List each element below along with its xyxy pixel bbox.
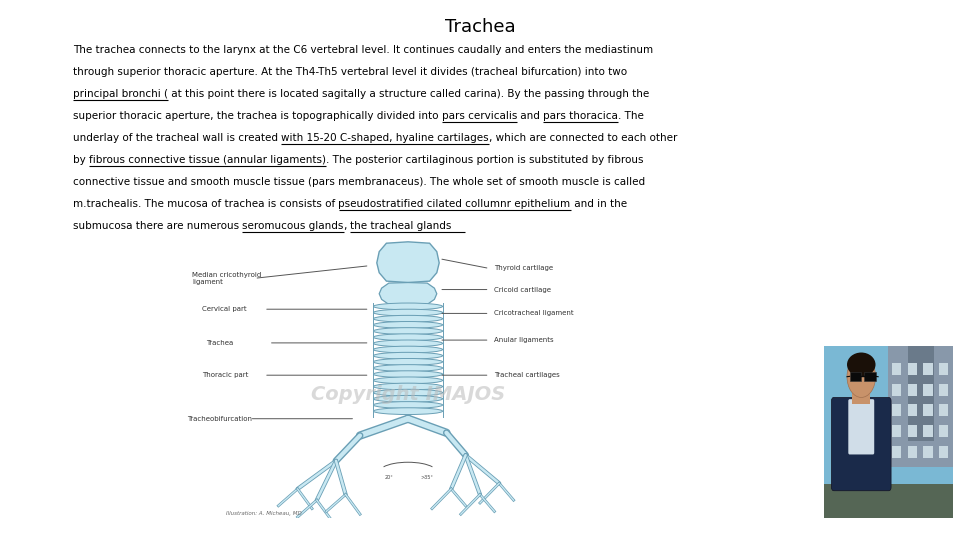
Bar [924, 404, 932, 416]
FancyBboxPatch shape [849, 399, 875, 455]
Ellipse shape [373, 408, 443, 415]
Bar [924, 446, 932, 458]
Text: Anular ligaments: Anular ligaments [494, 337, 554, 343]
Text: Illustration: A. Micheau, MD: Illustration: A. Micheau, MD [226, 511, 301, 516]
Bar [893, 404, 901, 416]
Ellipse shape [373, 309, 443, 316]
Text: >35°: >35° [420, 475, 434, 480]
Text: connective tissue and smooth muscle tissue (pars membranaceus). The whole set of: connective tissue and smooth muscle tiss… [73, 177, 645, 187]
Text: seromucous glands: seromucous glands [242, 221, 344, 231]
Text: Copyright IMAJOS: Copyright IMAJOS [311, 386, 505, 404]
Bar [893, 446, 901, 458]
Ellipse shape [373, 340, 443, 347]
Text: superior thoracic aperture, the trachea is topographically divided into: superior thoracic aperture, the trachea … [73, 111, 442, 121]
Text: and: and [517, 111, 543, 121]
Text: Cricoid cartilage: Cricoid cartilage [494, 287, 551, 293]
Ellipse shape [373, 402, 443, 408]
FancyBboxPatch shape [831, 397, 891, 491]
Text: by: by [73, 155, 89, 165]
Bar [893, 425, 901, 437]
Ellipse shape [373, 359, 443, 365]
Text: pars thoracica: pars thoracica [543, 111, 618, 121]
Text: , which are connected to each other: , which are connected to each other [489, 133, 677, 143]
Bar [924, 383, 932, 396]
Text: Tracheal cartilages: Tracheal cartilages [494, 372, 560, 378]
Text: pseudostratified cilated collumnr epithelium: pseudostratified cilated collumnr epithe… [339, 199, 570, 209]
Ellipse shape [373, 364, 443, 372]
Ellipse shape [373, 334, 443, 341]
Ellipse shape [373, 328, 443, 334]
Text: Median cricothyroid
ligament: Median cricothyroid ligament [192, 272, 261, 285]
Ellipse shape [373, 321, 443, 328]
Bar [908, 346, 934, 441]
Text: Thoracic part: Thoracic part [202, 372, 248, 378]
Text: and in the: and in the [570, 199, 627, 209]
Bar [864, 372, 876, 381]
Text: submucosa there are numerous: submucosa there are numerous [73, 221, 242, 231]
Bar [924, 363, 932, 375]
Text: Trachea: Trachea [444, 18, 516, 36]
Text: the tracheal glands: the tracheal glands [350, 221, 465, 231]
Ellipse shape [373, 395, 443, 402]
Text: . The: . The [618, 111, 644, 121]
Bar [939, 383, 948, 396]
Text: 20°: 20° [384, 475, 394, 480]
Polygon shape [376, 242, 439, 282]
Bar [889, 346, 953, 467]
Text: Cervical part: Cervical part [202, 306, 246, 312]
Ellipse shape [373, 315, 443, 322]
Text: Trachea: Trachea [206, 340, 233, 346]
Text: . The posterior cartilaginous portion is substituted by fibrous: . The posterior cartilaginous portion is… [326, 155, 643, 165]
Text: underlay of the tracheal wall is created: underlay of the tracheal wall is created [73, 133, 281, 143]
Bar [939, 425, 948, 437]
Bar [893, 383, 901, 396]
Bar [850, 372, 861, 381]
Bar [908, 446, 917, 458]
Bar [939, 446, 948, 458]
Text: with 15-20 C-shaped, hyaline cartilages: with 15-20 C-shaped, hyaline cartilages [281, 133, 489, 143]
Text: Thyroid cartilage: Thyroid cartilage [494, 266, 554, 272]
Ellipse shape [373, 352, 443, 359]
Bar [924, 425, 932, 437]
Ellipse shape [373, 371, 443, 377]
Ellipse shape [373, 346, 443, 353]
Ellipse shape [847, 353, 876, 377]
Text: through superior thoracic aperture. At the Th4-Th5 vertebral level it divides (t: through superior thoracic aperture. At t… [73, 67, 627, 77]
Text: fibrous connective tissue (annular ligaments): fibrous connective tissue (annular ligam… [89, 155, 326, 165]
Bar [908, 383, 917, 396]
Text: Tracheobifurcation: Tracheobifurcation [187, 416, 252, 422]
Bar [824, 484, 953, 518]
Bar [908, 425, 917, 437]
Ellipse shape [373, 389, 443, 396]
Text: Cricotracheal ligament: Cricotracheal ligament [494, 310, 574, 316]
Text: principal bronchi (: principal bronchi ( [73, 89, 168, 99]
Ellipse shape [373, 383, 443, 390]
Text: pars cervicalis: pars cervicalis [442, 111, 517, 121]
Bar [893, 363, 901, 375]
Text: ,: , [344, 221, 350, 231]
Ellipse shape [373, 303, 443, 310]
Bar [908, 363, 917, 375]
Bar [939, 404, 948, 416]
Ellipse shape [847, 356, 876, 397]
Polygon shape [379, 282, 437, 306]
Bar [939, 363, 948, 375]
Bar [908, 404, 917, 416]
Text: The trachea connects to the larynx at the C6 vertebral level. It continues cauda: The trachea connects to the larynx at th… [73, 45, 653, 55]
Text: at this point there is located sagitally a structure called carina). By the pass: at this point there is located sagitally… [168, 89, 649, 99]
Bar [852, 387, 871, 404]
Text: m.trachealis. The mucosa of trachea is consists of: m.trachealis. The mucosa of trachea is c… [73, 199, 339, 209]
Ellipse shape [373, 377, 443, 384]
